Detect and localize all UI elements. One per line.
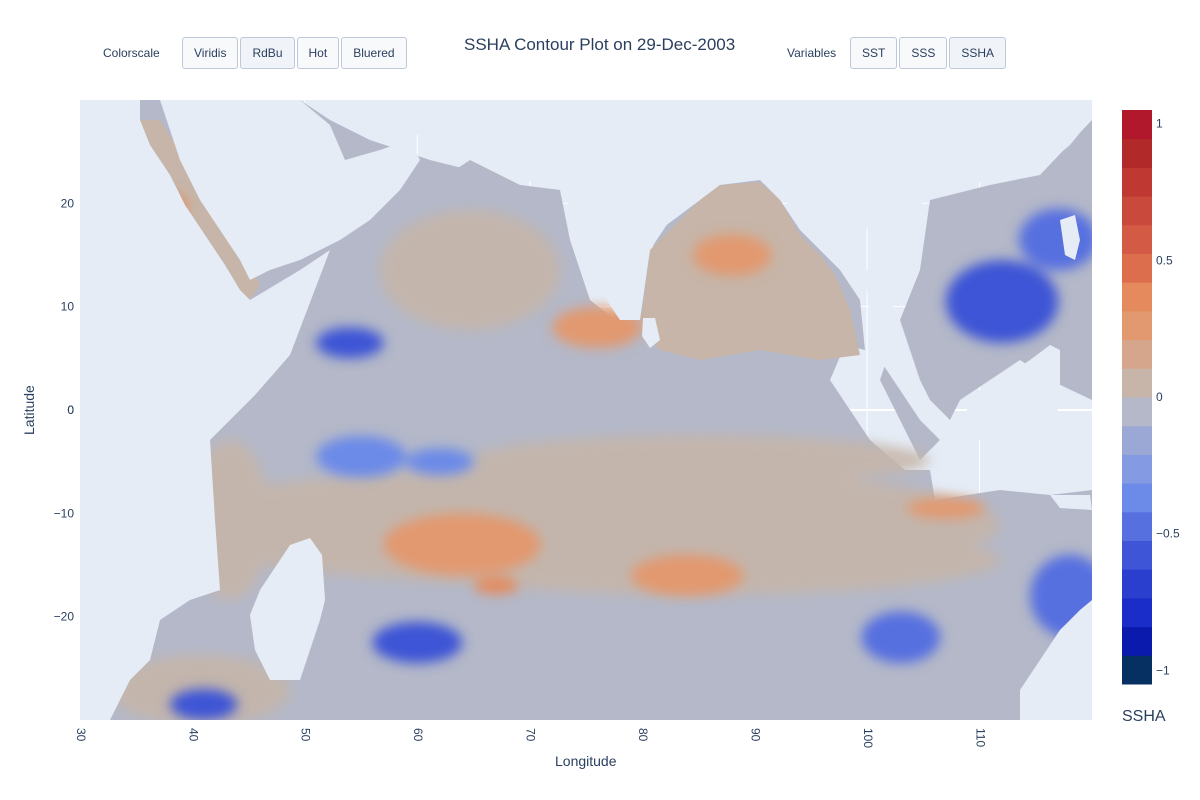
land-sri-lanka bbox=[642, 318, 660, 348]
x-tick-label: 40 bbox=[186, 728, 200, 742]
colorbar-segment bbox=[1122, 368, 1152, 398]
colorbar-segment bbox=[1122, 310, 1152, 341]
colorbar-segment bbox=[1122, 167, 1152, 197]
colorbar-segment bbox=[1122, 138, 1152, 168]
tan-band-arabian bbox=[380, 210, 560, 330]
colorbar-segment bbox=[1122, 511, 1152, 541]
y-tick-label: −10 bbox=[54, 506, 75, 520]
colorbar-title: SSHA bbox=[1122, 708, 1166, 725]
variable-button-ssha[interactable]: SSHA bbox=[949, 37, 1007, 69]
variables-label: Variables bbox=[787, 46, 837, 60]
colorbar-segment bbox=[1122, 339, 1152, 369]
colorbar-segment bbox=[1122, 597, 1152, 628]
x-tick-label: 110 bbox=[973, 728, 987, 747]
variable-button-sss[interactable]: SSS bbox=[899, 37, 948, 69]
anomaly-contours bbox=[153, 193, 1092, 720]
landmasses bbox=[80, 100, 1092, 720]
anomaly-region bbox=[316, 435, 407, 478]
x-tick-label: 60 bbox=[411, 728, 425, 742]
y-tick-label: 10 bbox=[61, 300, 75, 314]
anomaly-region bbox=[473, 577, 519, 594]
chart-title: SSHA Contour Plot on 29-Dec-2003 bbox=[464, 35, 736, 54]
colorbar: −1 −0.5 0 0.5 1 bbox=[1122, 110, 1180, 685]
anomaly-region bbox=[383, 513, 542, 576]
anomaly-region bbox=[316, 327, 384, 359]
colorbar-segment bbox=[1122, 425, 1152, 455]
x-tick-label: 90 bbox=[748, 728, 762, 742]
anomaly-region bbox=[1018, 208, 1092, 271]
x-axis-ticks: 30 40 50 60 70 80 90 100 110 bbox=[74, 728, 988, 748]
colorbar-tick-label: 0 bbox=[1156, 390, 1163, 404]
colorbar-segment bbox=[1122, 540, 1152, 570]
anomaly-region bbox=[945, 260, 1059, 343]
land-iran bbox=[330, 100, 1092, 320]
colorbar-segment bbox=[1122, 253, 1152, 283]
tan-band-central bbox=[470, 435, 930, 485]
colorbar-tick-label: −0.5 bbox=[1156, 527, 1180, 541]
colorbar-segment bbox=[1122, 282, 1152, 312]
colorscale-button-bluered[interactable]: Bluered bbox=[341, 37, 407, 69]
anomaly-region bbox=[906, 497, 986, 519]
colorscale-label: Colorscale bbox=[103, 46, 160, 60]
red-sea bbox=[140, 120, 260, 300]
y-tick-label: −20 bbox=[54, 610, 75, 624]
colorscale-button-hot[interactable]: Hot bbox=[296, 37, 340, 69]
colorbar-tick-label: 0.5 bbox=[1156, 253, 1173, 267]
colorscale-button-group: Viridis RdBu Hot Bluered bbox=[182, 37, 407, 69]
x-tick-label: 50 bbox=[299, 728, 313, 742]
x-tick-label: 100 bbox=[861, 728, 875, 748]
anomaly-region bbox=[372, 621, 463, 664]
x-tick-label: 30 bbox=[74, 728, 88, 742]
colorbar-segment bbox=[1122, 626, 1152, 656]
land-philippines bbox=[1060, 215, 1080, 260]
anomaly-region bbox=[406, 448, 474, 476]
land-borneo bbox=[965, 345, 1060, 460]
colorbar-segment bbox=[1122, 224, 1152, 254]
land-australia bbox=[1020, 600, 1092, 720]
land-indochina bbox=[865, 270, 960, 440]
ocean-field bbox=[80, 100, 1092, 720]
colorbar-segment bbox=[1122, 655, 1152, 685]
land-sumatra-java bbox=[1050, 495, 1092, 510]
colorbar-tick-label: 1 bbox=[1156, 117, 1163, 131]
variable-button-sst[interactable]: SST bbox=[850, 37, 898, 69]
y-tick-label: 20 bbox=[61, 196, 75, 210]
colorbar-segment bbox=[1122, 110, 1152, 140]
colorbar-segment bbox=[1122, 196, 1152, 226]
anomaly-region bbox=[861, 611, 941, 664]
land-arabia bbox=[160, 100, 420, 280]
colorbar-segment bbox=[1122, 569, 1152, 599]
anomaly-region bbox=[692, 234, 772, 276]
y-tick-label: 0 bbox=[67, 403, 74, 417]
colorbar-tick-label: −1 bbox=[1156, 663, 1170, 677]
y-tick-label: 0 bbox=[67, 403, 74, 417]
colorscale-button-viridis[interactable]: Viridis bbox=[182, 37, 239, 69]
colorscale-button-rdbu[interactable]: RdBu bbox=[240, 37, 295, 69]
colorbar-segment bbox=[1122, 454, 1152, 484]
colorbar-segment bbox=[1122, 483, 1152, 513]
y-axis-title: Latitude bbox=[21, 385, 37, 435]
variables-button-group: SST SSS SSHA bbox=[850, 37, 1007, 69]
x-tick-label: 80 bbox=[636, 728, 650, 742]
anomaly-region bbox=[630, 554, 744, 596]
tan-band-southwest bbox=[110, 655, 290, 720]
land-africa-arabia bbox=[80, 100, 330, 720]
x-tick-label: 70 bbox=[524, 728, 538, 742]
colorbar-segment bbox=[1122, 397, 1152, 427]
x-axis-title: Longitude bbox=[555, 753, 617, 769]
land-madagascar bbox=[250, 538, 325, 680]
anomaly-region bbox=[169, 689, 238, 720]
